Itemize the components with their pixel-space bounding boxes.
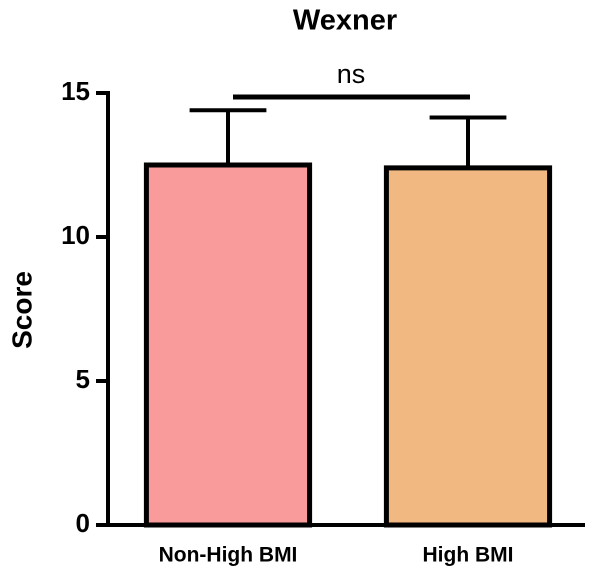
- y-tick-label: 0: [76, 508, 90, 538]
- chart-title: Wexner: [293, 5, 397, 37]
- bar: [383, 165, 553, 528]
- annotation: ns: [337, 59, 366, 89]
- y-tick-label: 5: [76, 364, 90, 394]
- y-axis-label: Score: [6, 271, 37, 349]
- y-tick-label: 10: [61, 220, 90, 250]
- x-tick-label: High BMI: [423, 544, 514, 567]
- y-tick-label: 15: [61, 76, 90, 106]
- x-tick-label: Non-High BMI: [159, 544, 298, 567]
- bar: [143, 162, 313, 528]
